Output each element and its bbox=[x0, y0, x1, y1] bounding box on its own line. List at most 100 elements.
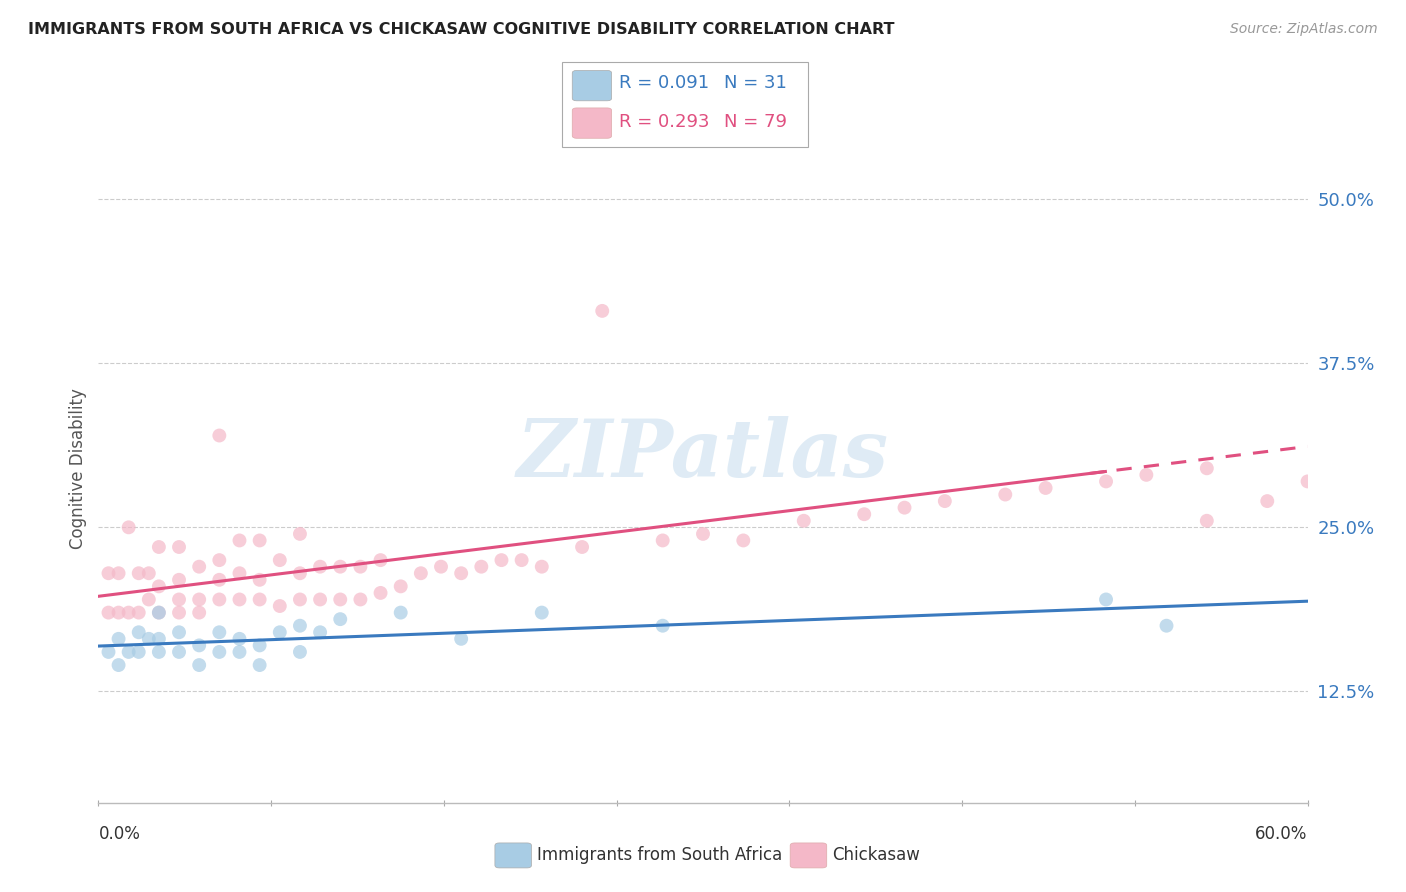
Point bbox=[188, 592, 211, 607]
Point bbox=[329, 559, 352, 574]
Point bbox=[249, 573, 271, 587]
Point bbox=[228, 632, 250, 646]
Point bbox=[309, 625, 332, 640]
Point bbox=[167, 592, 190, 607]
Point bbox=[249, 592, 271, 607]
Point bbox=[148, 606, 170, 620]
Point bbox=[651, 533, 673, 548]
Point bbox=[1135, 467, 1157, 482]
Point bbox=[329, 592, 352, 607]
Point bbox=[148, 645, 170, 659]
Point bbox=[651, 618, 673, 632]
Point bbox=[107, 606, 129, 620]
Text: Immigrants from South Africa: Immigrants from South Africa bbox=[537, 846, 782, 863]
Point bbox=[470, 559, 492, 574]
Point bbox=[450, 632, 472, 646]
Point bbox=[228, 566, 250, 581]
Point bbox=[208, 553, 231, 567]
Point bbox=[1296, 475, 1319, 489]
Point bbox=[269, 553, 291, 567]
Point bbox=[491, 553, 513, 567]
Point bbox=[128, 606, 150, 620]
Point bbox=[288, 527, 311, 541]
Point bbox=[1095, 475, 1118, 489]
Text: R = 0.091: R = 0.091 bbox=[619, 74, 709, 92]
Point bbox=[128, 625, 150, 640]
Point bbox=[97, 606, 120, 620]
Point bbox=[208, 625, 231, 640]
Text: 0.0%: 0.0% bbox=[98, 825, 141, 843]
Point bbox=[228, 592, 250, 607]
Point bbox=[249, 533, 271, 548]
Point bbox=[692, 527, 714, 541]
Point bbox=[591, 304, 613, 318]
Point bbox=[430, 559, 453, 574]
Point bbox=[1195, 514, 1218, 528]
Point bbox=[208, 645, 231, 659]
Text: 60.0%: 60.0% bbox=[1256, 825, 1308, 843]
Point bbox=[349, 592, 371, 607]
Point bbox=[167, 606, 190, 620]
Point bbox=[249, 639, 271, 653]
Point bbox=[1337, 461, 1360, 475]
Point bbox=[288, 618, 311, 632]
Point bbox=[228, 533, 250, 548]
Point bbox=[228, 645, 250, 659]
Point bbox=[1256, 494, 1278, 508]
Point bbox=[349, 559, 371, 574]
Point bbox=[309, 592, 332, 607]
Point bbox=[188, 639, 211, 653]
Text: R = 0.293: R = 0.293 bbox=[619, 113, 709, 131]
Point bbox=[118, 645, 141, 659]
Point bbox=[107, 658, 129, 673]
Point bbox=[167, 540, 190, 554]
Point bbox=[269, 625, 291, 640]
Point bbox=[118, 606, 141, 620]
Point bbox=[97, 645, 120, 659]
Point bbox=[148, 579, 170, 593]
Point bbox=[288, 566, 311, 581]
Point bbox=[1195, 461, 1218, 475]
Point bbox=[269, 599, 291, 613]
Point bbox=[370, 553, 392, 567]
Point bbox=[167, 573, 190, 587]
Point bbox=[733, 533, 755, 548]
Point bbox=[107, 632, 129, 646]
Text: N = 31: N = 31 bbox=[724, 74, 787, 92]
Point bbox=[188, 658, 211, 673]
Point bbox=[389, 606, 412, 620]
Point bbox=[450, 566, 472, 581]
Point bbox=[1035, 481, 1057, 495]
Y-axis label: Cognitive Disability: Cognitive Disability bbox=[69, 388, 87, 549]
Point bbox=[409, 566, 432, 581]
Point bbox=[1095, 592, 1118, 607]
Point bbox=[118, 520, 141, 534]
Text: Source: ZipAtlas.com: Source: ZipAtlas.com bbox=[1230, 22, 1378, 37]
Point bbox=[309, 559, 332, 574]
Point bbox=[571, 540, 593, 554]
Text: Chickasaw: Chickasaw bbox=[832, 846, 920, 863]
Point bbox=[138, 566, 160, 581]
Point bbox=[893, 500, 915, 515]
Point bbox=[288, 592, 311, 607]
Text: ZIPatlas: ZIPatlas bbox=[517, 417, 889, 493]
Point bbox=[188, 559, 211, 574]
Point bbox=[128, 645, 150, 659]
Point bbox=[853, 507, 876, 521]
Point bbox=[530, 606, 553, 620]
Point bbox=[530, 559, 553, 574]
Point bbox=[208, 592, 231, 607]
Point bbox=[370, 586, 392, 600]
Point bbox=[167, 645, 190, 659]
Point bbox=[148, 540, 170, 554]
Point bbox=[188, 606, 211, 620]
Point bbox=[994, 487, 1017, 501]
Point bbox=[249, 658, 271, 673]
Point bbox=[208, 428, 231, 442]
Point bbox=[148, 632, 170, 646]
Point bbox=[148, 606, 170, 620]
Point bbox=[1156, 618, 1178, 632]
Point bbox=[934, 494, 956, 508]
Point bbox=[329, 612, 352, 626]
Point bbox=[288, 645, 311, 659]
